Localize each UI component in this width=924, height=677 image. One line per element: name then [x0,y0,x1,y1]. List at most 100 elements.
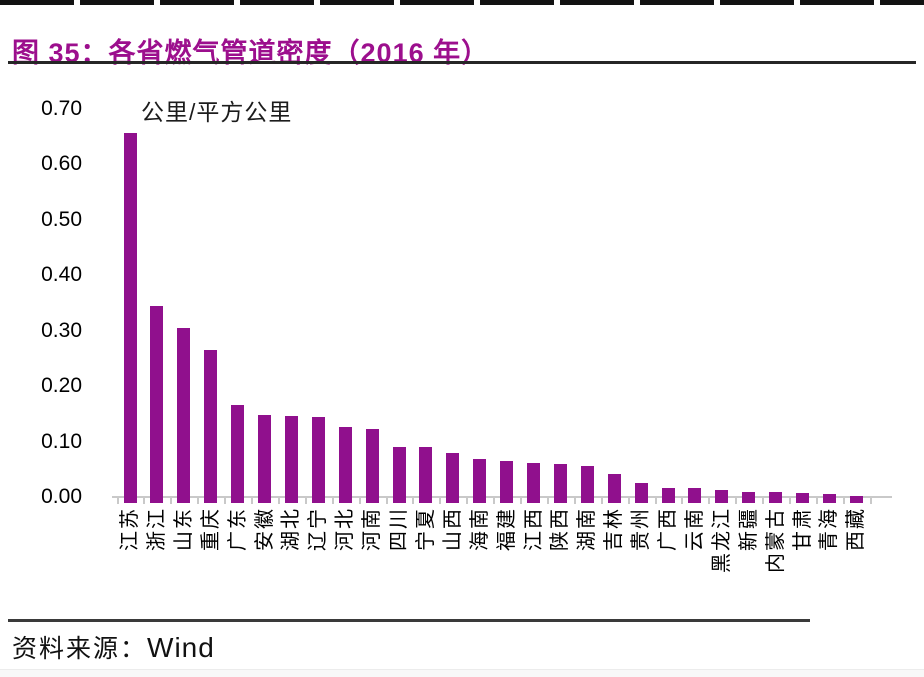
bar-24 [742,492,756,503]
x-axis-tick [224,497,227,504]
x-axis-tick [170,497,173,504]
x-axis-tick [708,497,711,504]
x-axis-tick [251,497,254,504]
x-axis-category-label: 宁夏 [414,507,437,551]
x-axis-category-label: 西藏 [845,507,868,551]
bar-23 [715,490,729,503]
bar-12 [419,447,433,503]
x-axis-category-label: 重庆 [199,507,222,551]
x-axis-tick [520,497,523,504]
x-axis-tick [277,497,280,504]
bar-19 [607,474,621,503]
x-axis-tick [439,497,442,504]
bar-1 [123,133,137,503]
bar-13 [446,453,460,503]
y-axis-tick-label: 0.00 [41,485,82,508]
bar-20 [634,483,648,503]
bar-11 [392,447,406,503]
y-axis-tick-label: 0.60 [41,152,82,175]
x-axis-tick [546,497,549,504]
x-axis-category-label: 广西 [657,507,679,551]
y-axis-tick-label: 0.40 [41,263,82,286]
bar-27 [822,494,836,503]
y-axis-tick-label: 0.30 [41,318,82,342]
bar-8 [311,417,325,503]
source-label: 资料来源： [12,636,148,663]
x-axis-tick [412,497,415,504]
bar-22 [688,488,702,503]
x-axis-tick [654,497,657,504]
x-axis-tick [493,497,496,504]
x-axis-tick [681,497,684,504]
x-axis-category-label: 吉林 [603,507,626,551]
bar-28 [849,496,863,503]
x-axis-category-label: 云南 [683,507,706,551]
x-axis-category-label: 江苏 [119,507,141,551]
x-axis-category-label: 河北 [334,507,357,551]
bar-6 [258,415,271,503]
bar-5 [231,405,245,503]
x-axis-category-label: 江西 [522,507,545,551]
x-axis-tick [627,497,630,504]
y-axis-tick-label: 0.20 [41,374,82,397]
bar-10 [365,429,379,503]
source-name: Wind [147,632,215,663]
bar-26 [796,493,809,503]
x-axis-tick [573,497,576,504]
bar-14 [473,459,487,503]
x-axis-category-label: 湖北 [280,507,303,551]
bar-18 [580,466,594,503]
x-axis-category-label: 河南 [361,507,384,551]
x-axis-category-label: 辽宁 [307,507,330,551]
x-axis-category-label: 浙江 [145,507,168,551]
x-axis-category-label: 贵州 [630,507,653,551]
x-axis-category-label: 青海 [818,507,841,551]
x-axis-category-label: 甘肃 [791,507,814,551]
x-axis-tick [815,497,818,504]
x-axis-tick [143,497,146,504]
bar-15 [500,461,514,503]
figure-title: 图 35：各省燃气管道密度（2016 年） [12,38,490,69]
x-axis-tick [762,497,765,504]
x-axis-tick [869,497,872,504]
bar-7 [284,416,298,503]
page-top-border [0,0,924,5]
x-axis-category-label: 黑龙江 [710,507,733,573]
y-axis-tick-label: 0.50 [41,207,82,231]
bar-9 [338,427,352,503]
x-axis-category-label: 湖南 [576,507,599,551]
x-axis-category-label: 新疆 [737,507,760,551]
y-axis-tick-label: 0.10 [41,429,82,453]
y-axis-unit-label: 公里/平方公里 [141,99,293,125]
x-axis-tick [304,497,307,504]
x-axis-category-label: 山东 [172,507,195,551]
x-axis-category-label: 海南 [468,507,491,551]
x-axis-tick [735,497,738,504]
x-axis-tick [197,497,200,504]
x-axis-tick [842,497,845,504]
bar-2 [150,306,164,503]
bar-21 [661,488,675,503]
x-axis-tick [331,497,334,504]
bar-17 [553,464,567,503]
x-axis-category-label: 广东 [226,507,249,551]
x-axis-tick [116,497,119,504]
x-axis-tick [789,497,792,504]
x-axis-tick [600,497,603,504]
title-divider [8,61,916,64]
bar-4 [204,350,218,503]
bar-16 [527,463,540,503]
x-axis-category-label: 山西 [441,507,464,551]
page-bottom-edge [0,669,924,677]
x-axis-tick [466,497,469,504]
x-axis-category-label: 陕西 [549,507,572,551]
x-axis-category-label: 福建 [495,507,518,551]
footer-divider [8,619,810,622]
source-note: 资料来源：Wind [12,629,215,665]
x-axis-category-label: 内蒙古 [764,507,787,573]
x-axis-category-label: 四川 [388,507,410,551]
x-axis-tick [385,497,388,504]
x-axis-tick [358,497,361,504]
x-axis-category-label: 安徽 [253,507,276,551]
